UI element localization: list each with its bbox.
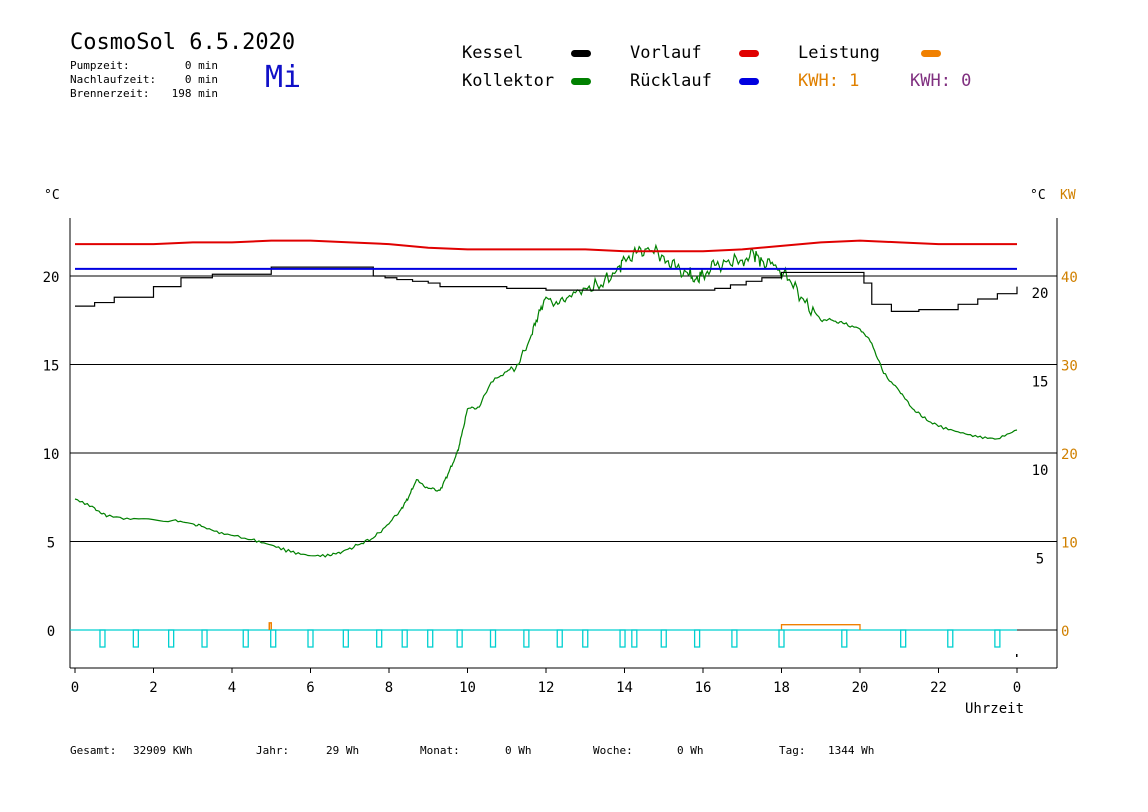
y-tick-label-left: 20 — [43, 270, 60, 286]
pump-pulse — [342, 629, 349, 648]
x-tick-label: 16 — [695, 680, 712, 696]
legend-leistung-swatch — [921, 50, 941, 57]
series-line-kollektor — [74, 243, 1018, 558]
footer-jahr-value: 29 Wh — [326, 744, 360, 757]
legend-kollektor-label: Kollektor — [462, 71, 555, 91]
right-axis-unit-kw: KW — [1060, 188, 1076, 203]
pump-pulse — [778, 629, 785, 648]
pump-pulse — [556, 629, 563, 648]
legend-ruecklauf-label: Rücklauf — [630, 71, 712, 91]
footer-tag-value: 1344 Wh — [828, 744, 875, 757]
pump-pulse — [731, 629, 738, 648]
y-tick-label-right-c: 5 — [1036, 552, 1044, 568]
y-tick-label-left: 0 — [47, 624, 55, 640]
stat-nachlaufzeit-label: Nachlaufzeit: — [70, 73, 157, 86]
pump-pulse — [456, 629, 463, 648]
pump-pulse — [523, 629, 530, 648]
footer-tag-label: Tag: — [779, 744, 806, 757]
pump-pulse — [631, 629, 638, 648]
footer-gesamt-value: 32909 KWh — [133, 744, 193, 757]
pump-pulse — [841, 629, 848, 648]
series-line-kessel — [75, 266, 1018, 312]
x-tick-label: 6 — [306, 680, 314, 696]
y-tick-label-right-kw: 40 — [1061, 270, 1078, 286]
stat-brennerzeit-label: Brennerzeit: — [70, 87, 150, 100]
pump-pulse — [994, 629, 1001, 648]
weekday-label: Mi — [265, 60, 302, 95]
end-marker — [1016, 654, 1018, 657]
pump-pulse — [427, 629, 434, 648]
stat-brennerzeit-value: 198 min — [171, 87, 218, 100]
pump-pulse — [99, 629, 106, 648]
x-axis-label: Uhrzeit — [965, 701, 1025, 717]
pump-pulse — [401, 629, 408, 648]
pump-pulse — [168, 629, 175, 648]
page-title: CosmoSol 6.5.2020 — [70, 30, 296, 55]
stat-nachlaufzeit-value: 0 min — [184, 73, 218, 86]
legend-kollektor-swatch — [571, 78, 591, 85]
footer-monat-label: Monat: — [420, 744, 460, 757]
y-tick-label-left: 10 — [43, 447, 60, 463]
x-tick-label: 20 — [852, 680, 869, 696]
footer-gesamt-label: Gesamt: — [70, 744, 117, 757]
y-tick-label-right-kw: 20 — [1061, 447, 1078, 463]
pump-pulse — [270, 629, 277, 648]
x-tick-label: 18 — [773, 680, 790, 696]
legend-kessel-label: Kessel — [462, 43, 524, 63]
pump-pulse — [242, 629, 249, 648]
footer-monat-value: 0 Wh — [505, 744, 532, 757]
right-axis-unit-c: °C — [1030, 188, 1046, 203]
y-tick-label-right-kw: 10 — [1061, 536, 1078, 552]
x-tick-label: 2 — [149, 680, 157, 696]
kwh-collector-label: KWH: 1 — [798, 71, 860, 91]
y-tick-label-right-kw: 30 — [1061, 359, 1078, 375]
footer-woche-value: 0 Wh — [677, 744, 704, 757]
kwh-secondary-label: KWH: 0 — [910, 71, 972, 91]
y-tick-label-left: 5 — [47, 536, 55, 552]
leistung-block — [780, 624, 861, 630]
pump-pulse — [489, 629, 497, 648]
stat-pumpzeit-label: Pumpzeit: — [70, 59, 130, 72]
pump-pulse — [376, 629, 383, 648]
x-tick-label: 4 — [228, 680, 236, 696]
stat-pumpzeit-value: 0 min — [184, 59, 218, 72]
leistung-spike — [268, 622, 272, 630]
y-tick-label-right-c: 10 — [1032, 463, 1049, 479]
legend-vorlauf-swatch — [739, 50, 759, 57]
y-tick-label-right-kw: 0 — [1061, 624, 1069, 640]
x-tick-label: 0 — [71, 680, 79, 696]
x-tick-label: 14 — [616, 680, 633, 696]
pump-pulse — [132, 629, 139, 648]
pump-pulse — [619, 629, 626, 648]
footer-jahr-label: Jahr: — [256, 744, 290, 757]
footer-woche-label: Woche: — [593, 744, 633, 757]
pump-pulse — [947, 629, 954, 648]
x-tick-label: 8 — [385, 680, 393, 696]
pump-pulse — [201, 629, 208, 648]
y-tick-label-right-c: 20 — [1032, 286, 1049, 302]
left-axis-unit: °C — [44, 188, 60, 203]
legend-vorlauf-label: Vorlauf — [630, 43, 702, 63]
x-tick-label: 22 — [930, 680, 947, 696]
series-line-vorlauf — [75, 239, 1017, 253]
y-tick-label-right-c: 15 — [1032, 375, 1049, 391]
pump-pulse — [307, 629, 314, 648]
x-tick-label: 12 — [538, 680, 555, 696]
x-tick-label: 10 — [459, 680, 476, 696]
x-tick-label: 0 — [1013, 680, 1021, 696]
legend-kessel-swatch — [571, 50, 591, 57]
pump-pulse — [693, 629, 701, 648]
pump-pulse — [900, 629, 907, 648]
pump-pulse — [582, 629, 589, 648]
y-tick-label-left: 15 — [43, 359, 60, 375]
pump-pulse — [660, 629, 667, 648]
legend-leistung-label: Leistung — [798, 43, 880, 63]
legend-ruecklauf-swatch — [739, 78, 759, 85]
